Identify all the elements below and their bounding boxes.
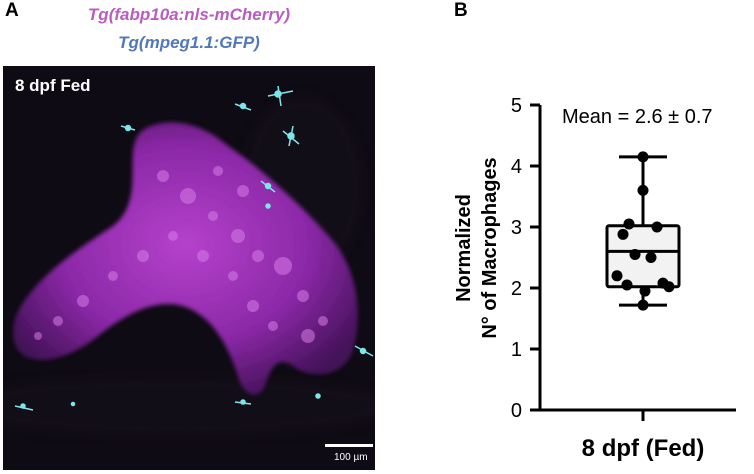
- data-point-0: [637, 151, 649, 163]
- scale-bar: [325, 444, 373, 447]
- y-axis-title: Normalized N° of Macrophages: [453, 157, 501, 338]
- transgene-gfp-label: Tg(mpeg1.1:GFP): [118, 33, 260, 52]
- data-point-5: [629, 248, 641, 260]
- x-axis-category-label: 8 dpf (Fed): [582, 435, 705, 462]
- y-ticks: 0 1 2 3 4 5: [511, 95, 540, 422]
- data-point-6: [645, 252, 657, 263]
- data-points: [611, 151, 675, 311]
- panel-b-letter: B: [454, 0, 468, 21]
- y-tick-label-1: 1: [511, 339, 522, 361]
- micrograph-drawing: [3, 85, 375, 447]
- box-plot: Normalized N° of Macrophages 0 1 2 3 4 5 Mean…: [453, 95, 736, 462]
- data-point-3: [651, 221, 663, 233]
- fluorescence-micrograph: 8 dpf Fed 100 µm: [3, 66, 375, 470]
- mean-annotation: Mean = 2.6 ± 0.7: [562, 106, 713, 128]
- scale-bar-label: 100 µm: [334, 452, 368, 463]
- y-axis-title-line-1: Normalized: [453, 194, 475, 302]
- data-point-9: [621, 279, 633, 291]
- y-tick-label-0: 0: [511, 400, 522, 422]
- condition-label: 8 dpf Fed: [15, 76, 91, 95]
- data-point-10: [663, 281, 675, 293]
- data-point-7: [611, 270, 623, 282]
- data-point-4: [617, 228, 629, 240]
- y-tick-label-5: 5: [511, 95, 522, 117]
- data-point-2: [623, 218, 635, 230]
- y-tick-label-2: 2: [511, 278, 522, 300]
- y-tick-label-3: 3: [511, 217, 522, 239]
- y-tick-label-4: 4: [511, 156, 522, 178]
- y-axis-title-line-2: N° of Macrophages: [479, 157, 501, 338]
- panel-a-letter: A: [5, 0, 19, 21]
- liver-cells: [34, 166, 328, 343]
- data-point-11: [639, 285, 651, 297]
- data-point-1: [637, 184, 649, 196]
- transgene-mcherry-label: Tg(fabp10a:nls-mCherry): [87, 5, 291, 24]
- macrophages: [14, 85, 374, 411]
- data-point-12: [637, 299, 649, 311]
